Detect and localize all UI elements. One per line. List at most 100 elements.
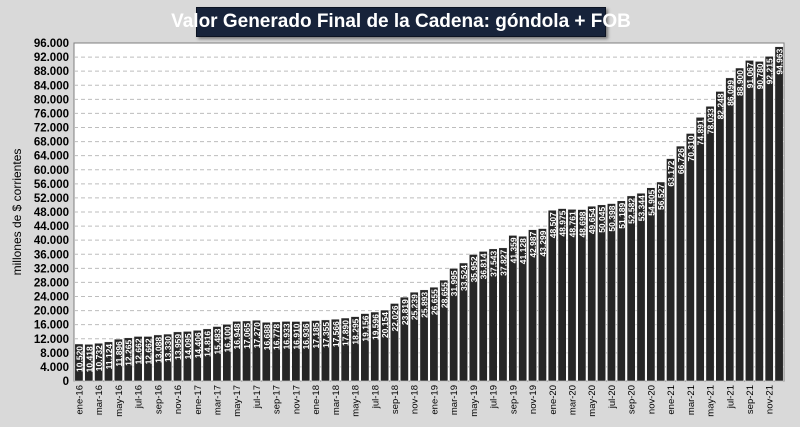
x-tick-label: mar-18 [331,385,342,415]
bar [577,209,587,382]
data-label: 14.816 [203,331,213,357]
bar [163,333,173,382]
bar [183,331,192,382]
data-label: 25.239 [410,294,420,320]
bar [429,286,439,382]
data-label: 94.963 [775,48,785,74]
bar [133,336,143,382]
bar [547,209,557,382]
x-tick-label: nov-21 [765,385,776,414]
data-label: 10.418 [84,346,94,372]
x-tick-label: sep-19 [508,385,519,414]
data-label: 41.128 [518,238,528,264]
bar [84,344,94,382]
bar [626,195,636,382]
data-label: 52.582 [627,198,637,224]
data-label: 48.761 [567,211,577,237]
data-label: 50.045 [597,207,607,233]
bar [646,187,656,382]
x-axis-ticks: ene-16 mar-16 may-16 jul-16 sep-16 nov-16 ene-… [74,385,775,417]
x-tick-label: nov-19 [528,385,539,414]
bar [212,326,222,382]
bar [459,262,468,382]
data-label: 51.189 [617,203,627,229]
x-tick-label: may-20 [587,385,598,417]
x-tick-label: ene-18 [311,385,322,415]
bar [173,331,182,382]
data-label: 37.827 [498,250,508,276]
x-tick-label: ene-17 [193,385,204,415]
x-tick-label: sep-16 [153,385,164,414]
chart-title: Valor Generado Final de la Cadena: góndo… [171,7,631,37]
bar [616,200,626,382]
y-tick-label: 8.000 [40,348,69,360]
y-tick-label: 64.000 [34,151,69,163]
y-tick-label: 28.000 [34,277,69,289]
bar [478,251,488,382]
bar [498,247,508,382]
data-label: 15.483 [212,328,222,354]
bar [676,145,685,382]
data-label: 82.248 [715,93,725,119]
bar [94,342,104,382]
x-tick-label: mar-17 [212,385,223,415]
bar [360,313,370,382]
bar [271,321,281,382]
bar [252,319,261,382]
x-tick-label: may-17 [232,385,243,417]
bar [113,338,123,382]
data-label: 16.100 [222,326,232,352]
data-label: 13.330 [163,336,173,362]
bar [419,289,429,382]
bar [705,106,715,382]
data-labels: 10.520 10.418 10.732 11.124 11.896 12.265 12.6… [74,48,784,372]
data-label: 78.033 [706,108,716,134]
bar [518,235,528,382]
data-label: 16.688 [262,324,272,350]
gridlines [74,56,784,368]
data-label: 12.662 [143,338,153,364]
bar [567,209,577,382]
bar [764,56,774,382]
bar [143,336,153,382]
x-tick-label: mar-21 [686,385,697,415]
data-label: 16.778 [272,324,282,350]
data-label: 42.987 [528,231,538,257]
bar [774,46,784,382]
data-label: 43.299 [538,230,548,256]
data-label: 54.905 [646,189,656,215]
bar [380,309,390,382]
data-label: 25.893 [420,292,430,318]
x-tick-label: sep-21 [745,385,756,414]
x-tick-label: ene-19 [429,385,440,415]
data-label: 23.819 [400,299,410,325]
bar [390,303,399,382]
x-tick-label: nov-16 [173,385,184,414]
data-label: 88.900 [735,70,745,96]
data-label: 12.662 [134,338,144,364]
data-label: 14.095 [183,333,193,359]
data-label: 16.936 [301,323,311,349]
bar [281,321,291,382]
data-label: 20.154 [380,312,390,338]
y-tick-label: 16.000 [34,320,69,332]
bar [666,158,675,382]
y-axis-label: millones de $ corrientes [10,149,24,276]
data-label: 16.910 [291,323,301,349]
y-tick-label: 72.000 [34,123,69,135]
y-tick-label: 32.000 [34,263,69,275]
x-tick-label: nov-18 [410,385,421,414]
data-label: 92.215 [765,58,775,84]
data-label: 13.088 [153,337,163,363]
bar [528,229,537,382]
x-tick-label: jul-17 [252,385,263,409]
x-tick-label: may-18 [351,385,362,417]
data-label: 56.527 [656,184,666,210]
bar [202,328,212,382]
x-tick-label: ene-20 [548,385,559,415]
y-tick-label: 52.000 [34,193,69,205]
x-tick-label: ene-16 [74,385,85,415]
x-tick-label: sep-20 [627,385,638,414]
